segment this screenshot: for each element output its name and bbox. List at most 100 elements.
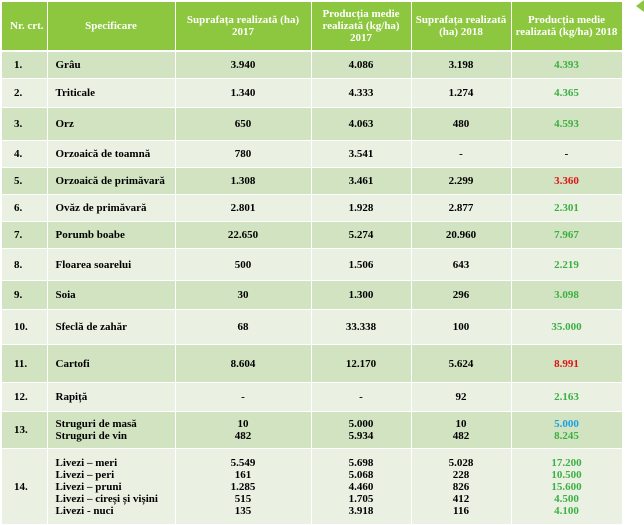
value-line: 15.600 [551, 480, 582, 493]
value-line: 5.549 [230, 456, 256, 469]
row-production-2017: 1.928 [311, 194, 412, 222]
table-row: 13. Struguri de masă Struguri de vin 10 … [2, 411, 623, 449]
row-crop-name: Cartofi [47, 344, 176, 383]
row-production-2017: - [311, 382, 412, 412]
value-line: 5.068 [348, 468, 374, 481]
row-production-2017: 5.000 5.934 [311, 411, 412, 449]
row-production-2017: 4.086 [311, 51, 412, 79]
row-nr: 14. [2, 448, 48, 525]
table-row: 12. Rapiță - - 92 2.163 [2, 382, 623, 412]
row-nr: 5. [2, 167, 48, 195]
crop-name-line: Struguri de masă [55, 418, 137, 430]
value-line: 4.100 [554, 504, 579, 517]
row-crop-name: Soia [47, 280, 176, 310]
crop-name-line: Livezi – meri [55, 456, 118, 469]
row-production-2017: 3.461 [311, 167, 412, 195]
value-line: 1.705 [348, 492, 374, 505]
row-area-2017: 10 482 [175, 411, 312, 449]
row-production-2017: 33.338 [311, 309, 412, 345]
crop-production-table: Nr. crt. Specificare Suprafața realizată… [2, 2, 623, 525]
row-crop-name: Porumb boabe [47, 221, 176, 249]
row-production-2018: 8.991 [511, 344, 623, 383]
row-area-2018: 100 [411, 309, 512, 345]
row-nr: 9. [2, 280, 48, 310]
value-line: 3.918 [348, 504, 374, 517]
value-line: 10 [455, 418, 467, 430]
row-nr: 1. [2, 51, 48, 79]
table-row: 2. Triticale 1.340 4.333 1.274 4.365 [2, 78, 623, 108]
row-area-2017: 5.549 161 1.285 515 135 [175, 448, 312, 525]
row-production-2018: 4.393 [511, 51, 623, 79]
row-nr: 6. [2, 194, 48, 222]
table-row: 4. Orzoaică de toamnă 780 3.541 - - [2, 140, 623, 168]
value-line: 5.934 [348, 430, 374, 442]
row-area-2017: 650 [175, 107, 312, 141]
crop-production-table-container: Nr. crt. Specificare Suprafața realizată… [2, 2, 623, 525]
row-crop-name: Triticale [47, 78, 176, 108]
row-production-2018: 4.365 [511, 78, 623, 108]
value-line: 116 [453, 504, 469, 517]
row-production-2018: 3.360 [511, 167, 623, 195]
row-area-2017: 2.801 [175, 194, 312, 222]
row-area-2017: - [175, 382, 312, 412]
crop-name-line: Livezi – pruni [55, 480, 122, 493]
slide-arrow-decoration [636, 0, 644, 12]
table-row: 8. Floarea soarelui 500 1.506 643 2.219 [2, 248, 623, 281]
table-row: 10. Sfeclă de zahăr 68 33.338 100 35.000 [2, 309, 623, 345]
table-header-row: Nr. crt. Specificare Suprafața realizată… [2, 2, 623, 52]
value-line: 4.460 [348, 480, 374, 493]
header-area-2017: Suprafața realizată (ha) 2017 [175, 2, 312, 52]
row-production-2017: 4.333 [311, 78, 412, 108]
row-nr: 10. [2, 309, 48, 345]
row-production-2018: 35.000 [511, 309, 623, 345]
table-row: 1. Grâu 3.940 4.086 3.198 4.393 [2, 51, 623, 79]
row-area-2017: 1.308 [175, 167, 312, 195]
row-area-2017: 22.650 [175, 221, 312, 249]
row-area-2017: 68 [175, 309, 312, 345]
value-line: 1.285 [230, 480, 256, 493]
value-line: 515 [234, 492, 252, 505]
row-production-2018: 5.000 8.245 [511, 411, 623, 449]
row-area-2018: 5.624 [411, 344, 512, 383]
row-area-2017: 8.604 [175, 344, 312, 383]
row-area-2018: 2.299 [411, 167, 512, 195]
row-production-2018: 2.163 [511, 382, 623, 412]
row-production-2017: 5.698 5.068 4.460 1.705 3.918 [311, 448, 412, 525]
crop-name-line: Livezi - nuci [55, 504, 114, 517]
row-area-2017: 30 [175, 280, 312, 310]
row-area-2018: 643 [411, 248, 512, 281]
crop-name-line: Livezi – peri [55, 468, 115, 481]
row-production-2018: - [511, 140, 623, 168]
table-row: 14. Livezi – meri Livezi – peri Livezi –… [2, 448, 623, 525]
row-crop-name: Orz [47, 107, 176, 141]
row-production-2017: 12.170 [311, 344, 412, 383]
value-line: 10.500 [551, 468, 582, 481]
row-area-2018: 3.198 [411, 51, 512, 79]
value-line: 482 [234, 430, 252, 442]
value-line: 5.000 [348, 418, 374, 430]
row-area-2018: 20.960 [411, 221, 512, 249]
value-line: 4.500 [554, 492, 579, 505]
row-crop-name: Sfeclă de zahăr [47, 309, 176, 345]
row-nr: 12. [2, 382, 48, 412]
row-production-2018: 2.301 [511, 194, 623, 222]
row-nr: 11. [2, 344, 48, 383]
row-nr: 4. [2, 140, 48, 168]
crop-name-line: Livezi – cireși și vișini [55, 492, 158, 505]
row-area-2018: - [411, 140, 512, 168]
row-nr: 7. [2, 221, 48, 249]
row-production-2017: 5.274 [311, 221, 412, 249]
table-row: 7. Porumb boabe 22.650 5.274 20.960 7.96… [2, 221, 623, 249]
row-crop-name: Livezi – meri Livezi – peri Livezi – pru… [47, 448, 176, 525]
value-line: 10 [237, 418, 249, 430]
row-crop-name: Ovăz de primăvară [47, 194, 176, 222]
row-crop-name: Struguri de masă Struguri de vin [47, 411, 176, 449]
header-area-2018: Suprafața realizată (ha) 2018 [411, 2, 512, 52]
row-area-2018: 10 482 [411, 411, 512, 449]
value-line: 17.200 [551, 456, 582, 469]
value-line: 5.028 [448, 456, 474, 469]
table-row: 6. Ovăz de primăvară 2.801 1.928 2.877 2… [2, 194, 623, 222]
row-production-2018: 17.200 10.500 15.600 4.500 4.100 [511, 448, 623, 525]
row-area-2017: 3.940 [175, 51, 312, 79]
row-crop-name: Rapiță [47, 382, 176, 412]
